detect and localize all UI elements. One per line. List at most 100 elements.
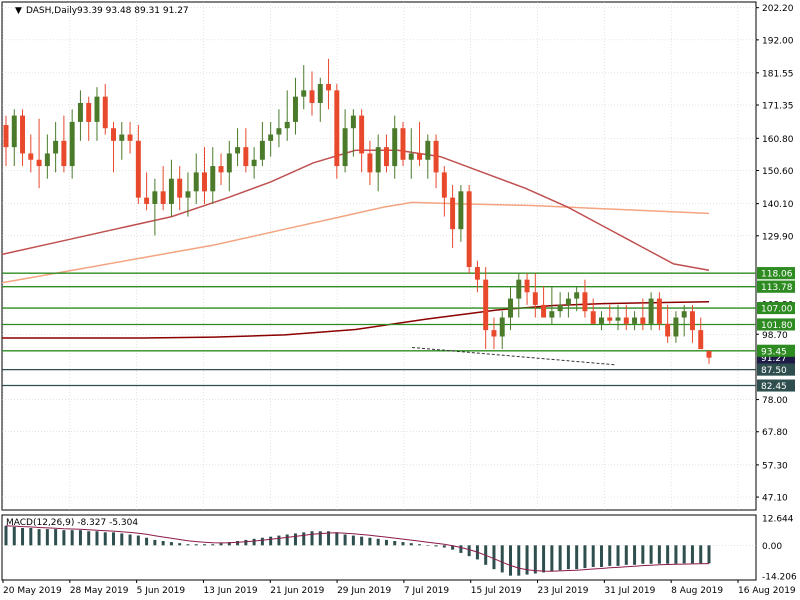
candle-body xyxy=(77,102,83,122)
macd-bar xyxy=(269,536,273,546)
frames xyxy=(1,1,757,581)
candle-body xyxy=(491,330,497,337)
macd-bar xyxy=(699,545,703,564)
candles xyxy=(3,58,712,364)
level-tag-top xyxy=(757,318,795,331)
macd-bar xyxy=(277,535,281,546)
candle-body xyxy=(86,102,92,122)
macd-bar xyxy=(95,531,99,546)
price-tick-label: 171.35 xyxy=(762,102,794,112)
macd-bar xyxy=(550,545,554,572)
macd-bar xyxy=(45,529,49,546)
candle-body xyxy=(541,304,547,318)
macd-bar xyxy=(252,538,256,546)
trendline-dashed xyxy=(412,347,617,366)
candle-body xyxy=(185,191,191,198)
macd-bar xyxy=(219,543,223,546)
candle-body xyxy=(557,304,563,312)
macd-bar xyxy=(624,545,628,565)
macd-bar xyxy=(351,535,355,546)
ma-line xyxy=(1,149,710,271)
candle-body xyxy=(259,140,265,160)
price-tick-label: 181.55 xyxy=(762,69,794,79)
candle-body xyxy=(392,128,398,167)
candle-body xyxy=(168,178,174,204)
macd-bar xyxy=(285,534,289,546)
macd-bar xyxy=(442,545,446,548)
macd-bar xyxy=(690,545,694,564)
candle-body xyxy=(516,279,522,299)
macd-label: MACD(12,26,9) -8.327 -5.304 xyxy=(6,518,138,528)
price-tick-label: 192.00 xyxy=(762,36,794,46)
candle-body xyxy=(574,292,580,299)
level-tag-top xyxy=(757,302,795,315)
x-tick-label: 16 Aug 2019 xyxy=(738,586,796,596)
candle-body xyxy=(383,147,389,167)
candle-body xyxy=(689,311,695,331)
candle-body xyxy=(400,128,406,160)
candle-body xyxy=(44,153,50,167)
macd-bar xyxy=(509,545,513,576)
price-panel-frame xyxy=(1,1,757,511)
candle-body xyxy=(235,147,241,154)
candle-body xyxy=(375,147,381,173)
candle-body xyxy=(193,172,199,192)
macd-bar xyxy=(533,545,537,574)
macd-bar xyxy=(227,542,231,546)
macd-bar xyxy=(169,542,173,546)
price-tick-label: 140.10 xyxy=(762,200,794,210)
macd-bar xyxy=(112,532,116,546)
macd-bar xyxy=(70,530,74,546)
macd-bar xyxy=(384,539,388,546)
macd-bar xyxy=(145,537,149,546)
candle-body xyxy=(301,90,307,97)
candle-body xyxy=(309,90,315,103)
ma-line xyxy=(1,201,710,284)
x-tick-label: 5 Jun 2019 xyxy=(137,586,186,596)
candle-body xyxy=(102,96,108,129)
collapse-icon[interactable]: ▼ xyxy=(15,6,22,16)
macd-bar xyxy=(409,543,413,546)
level-tag-top xyxy=(757,344,795,357)
macd-bar xyxy=(657,545,661,564)
candle-body xyxy=(474,267,480,280)
candle-body xyxy=(342,128,348,167)
macd-bar xyxy=(451,545,455,550)
candle-body xyxy=(350,115,356,129)
x-tick-label: 7 Jul 2019 xyxy=(404,586,449,596)
x-tick-label: 21 Jun 2019 xyxy=(270,586,324,596)
candle-body xyxy=(607,317,613,321)
candle-body xyxy=(623,317,629,324)
price-tick-label: 57.30 xyxy=(762,461,788,471)
candle-body xyxy=(36,159,42,167)
macd-bar xyxy=(575,545,579,570)
level-tag-top xyxy=(757,379,795,392)
level-tag-label-top: 107.00 xyxy=(761,305,793,315)
axes: 202.20 192.00 181.55 171.35 160.80 150.60 140.… xyxy=(2,4,796,596)
macd-bar xyxy=(525,545,529,575)
candle-body xyxy=(11,115,17,148)
macd-panel-frame xyxy=(1,514,757,581)
macd-signal-line xyxy=(5,525,710,572)
x-tick-label: 8 Aug 2019 xyxy=(671,586,723,596)
macd-bar xyxy=(368,537,372,546)
macd-bar xyxy=(236,541,240,546)
macd-bar xyxy=(500,545,504,573)
candle-body xyxy=(61,140,67,167)
macd-bar xyxy=(120,533,124,546)
x-tick-label: 28 May 2019 xyxy=(70,586,129,596)
macd-bar xyxy=(360,536,364,546)
macd-bar xyxy=(12,526,16,546)
candle-body xyxy=(94,96,100,122)
macd-bar xyxy=(426,545,430,546)
macd-bar xyxy=(302,532,306,546)
candle-body xyxy=(450,197,456,230)
candle-body xyxy=(3,125,9,148)
macd-bar xyxy=(633,545,637,565)
candle-body xyxy=(441,172,447,198)
macd-bar xyxy=(260,537,264,546)
candle-body xyxy=(127,134,133,141)
candle-body xyxy=(524,279,530,293)
level-tag-label-top: 118.06 xyxy=(761,270,793,280)
